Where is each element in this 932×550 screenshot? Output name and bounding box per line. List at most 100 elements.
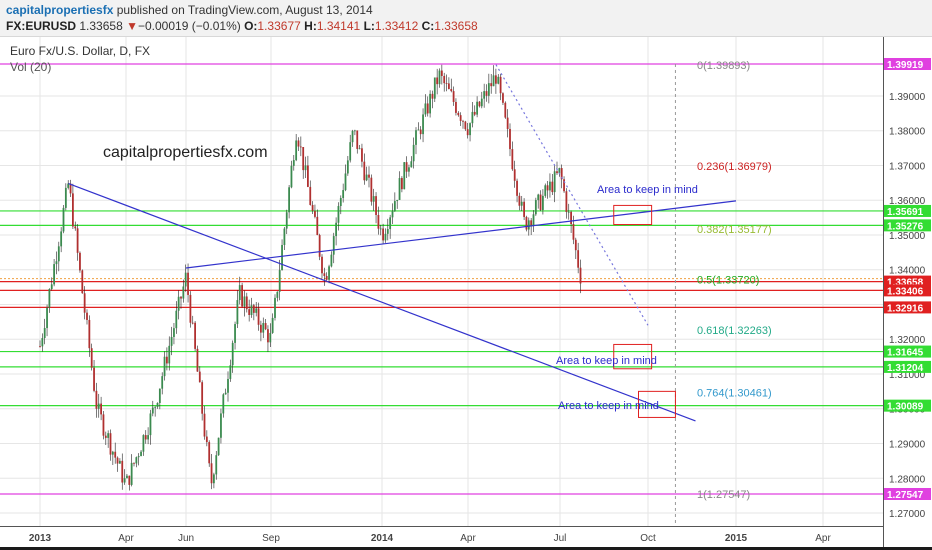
candle-body: [194, 322, 196, 349]
candle-body: [299, 146, 302, 148]
candle-body: [549, 181, 551, 191]
candle-body: [560, 168, 563, 180]
last-price: 1.33658: [79, 19, 123, 33]
candle-body: [276, 291, 279, 298]
candle-body: [39, 346, 41, 347]
candle-body: [109, 433, 112, 455]
price-badge: [884, 58, 931, 70]
candle-body: [471, 111, 474, 124]
candle-body: [95, 390, 98, 409]
candle-body: [267, 329, 269, 343]
candle-body: [518, 195, 521, 206]
price-chart[interactable]: Area to keep in mind Area to keep in mind…: [0, 37, 932, 547]
open-label: O:: [244, 19, 258, 33]
symbol-label: FX:EURUSD: [6, 19, 77, 33]
candle-body: [274, 297, 276, 318]
candle-body: [205, 436, 208, 443]
candle-body: [93, 367, 95, 391]
candle-body: [534, 200, 537, 215]
candle-body: [201, 382, 204, 414]
candle-body: [72, 193, 74, 227]
candle-body: [88, 319, 91, 349]
candle-body: [213, 474, 215, 484]
low-value: 1.33412: [374, 19, 419, 33]
x-tick-label: 2015: [725, 533, 748, 544]
candle-body: [565, 191, 568, 212]
candle-body: [412, 144, 415, 162]
candle-body: [487, 83, 490, 96]
candle-body: [130, 462, 133, 485]
candle-body: [255, 308, 258, 313]
candle-body: [389, 217, 392, 230]
watermark: capitalpropertiesfx.com: [103, 144, 268, 161]
candle-body: [516, 180, 518, 196]
annotation-text: Area to keep in mind: [556, 355, 657, 367]
candle-body: [356, 130, 359, 149]
candle-body: [384, 233, 387, 241]
y-tick-label: 1.29000: [889, 439, 926, 450]
candle-body: [365, 174, 368, 181]
candle-body: [252, 305, 255, 313]
y-tick-label: 1.35000: [889, 231, 926, 242]
candle-body: [161, 376, 164, 389]
candle-body: [250, 305, 253, 315]
candle-body: [184, 272, 187, 287]
candle-body: [55, 261, 58, 265]
candle-body: [271, 317, 274, 333]
fib-level-label: 0.764(1.30461): [697, 388, 772, 400]
candle-body: [318, 235, 321, 257]
fib-level-label: 0.618(1.32263): [697, 325, 772, 337]
price-badge-label: 1.30089: [887, 402, 924, 413]
candle-body: [539, 194, 542, 210]
candle-body: [257, 308, 260, 325]
candle-body: [502, 93, 504, 103]
candle-body: [438, 70, 441, 85]
candle-body: [530, 220, 533, 226]
candle-body: [408, 167, 410, 172]
candle-body: [48, 289, 51, 308]
fib-level-label: 1(1.27547): [697, 489, 750, 501]
candle-body: [278, 270, 281, 292]
candle-body: [121, 460, 124, 483]
candle-body: [542, 195, 544, 210]
candle-body: [142, 435, 145, 452]
candle-body: [466, 129, 469, 136]
candle-body: [220, 413, 222, 438]
author-link[interactable]: capitalpropertiesfx: [6, 3, 114, 17]
candle-body: [62, 207, 65, 232]
candle-body: [422, 114, 424, 135]
candle-body: [262, 323, 265, 333]
candle-body: [198, 371, 201, 383]
candle-body: [173, 328, 175, 337]
candle-body: [281, 244, 283, 271]
candle-body: [368, 174, 370, 178]
area-box: [613, 343, 653, 370]
candle-body: [398, 178, 401, 200]
y-tick-label: 1.38000: [889, 127, 926, 138]
x-tick-label: Jul: [554, 533, 567, 544]
candle-body: [490, 83, 493, 87]
y-tick-label: 1.34000: [889, 266, 926, 277]
candle-body: [175, 310, 178, 329]
candle-body: [144, 435, 147, 440]
candle-body: [335, 222, 337, 237]
candle-body: [215, 455, 218, 475]
candle-body: [189, 294, 192, 323]
candle-body: [492, 75, 495, 87]
candle-body: [309, 186, 312, 205]
candle-body: [464, 121, 467, 130]
candle-body: [523, 201, 525, 217]
candle-body: [149, 413, 152, 436]
price-change: −0.00019 (−0.01%): [137, 19, 241, 33]
candle-body: [180, 296, 182, 299]
candle-body: [102, 414, 105, 436]
bottom-border: [0, 547, 932, 550]
candle-body: [537, 194, 540, 201]
close-label: C:: [421, 19, 435, 33]
candle-body: [325, 275, 328, 280]
price-badge: [884, 399, 931, 412]
candle-body: [445, 83, 448, 84]
candle-body: [158, 388, 161, 403]
candle-body: [241, 285, 243, 307]
candle-body: [222, 394, 225, 414]
